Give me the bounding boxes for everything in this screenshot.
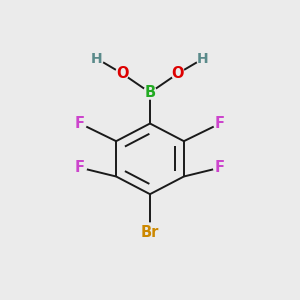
Circle shape — [214, 117, 226, 130]
Text: H: H — [197, 52, 209, 66]
Text: Br: Br — [141, 225, 159, 240]
Text: F: F — [215, 160, 225, 175]
Text: O: O — [116, 66, 128, 81]
Circle shape — [74, 161, 86, 174]
Circle shape — [172, 67, 184, 80]
Circle shape — [141, 223, 159, 242]
Circle shape — [91, 52, 103, 65]
Text: F: F — [75, 160, 85, 175]
Circle shape — [214, 161, 226, 174]
Circle shape — [74, 117, 86, 130]
Circle shape — [116, 67, 128, 80]
Text: F: F — [215, 116, 225, 131]
Text: B: B — [144, 85, 156, 100]
Text: H: H — [91, 52, 103, 66]
Circle shape — [196, 52, 209, 65]
Text: F: F — [75, 116, 85, 131]
Text: O: O — [172, 66, 184, 81]
Circle shape — [143, 86, 157, 99]
